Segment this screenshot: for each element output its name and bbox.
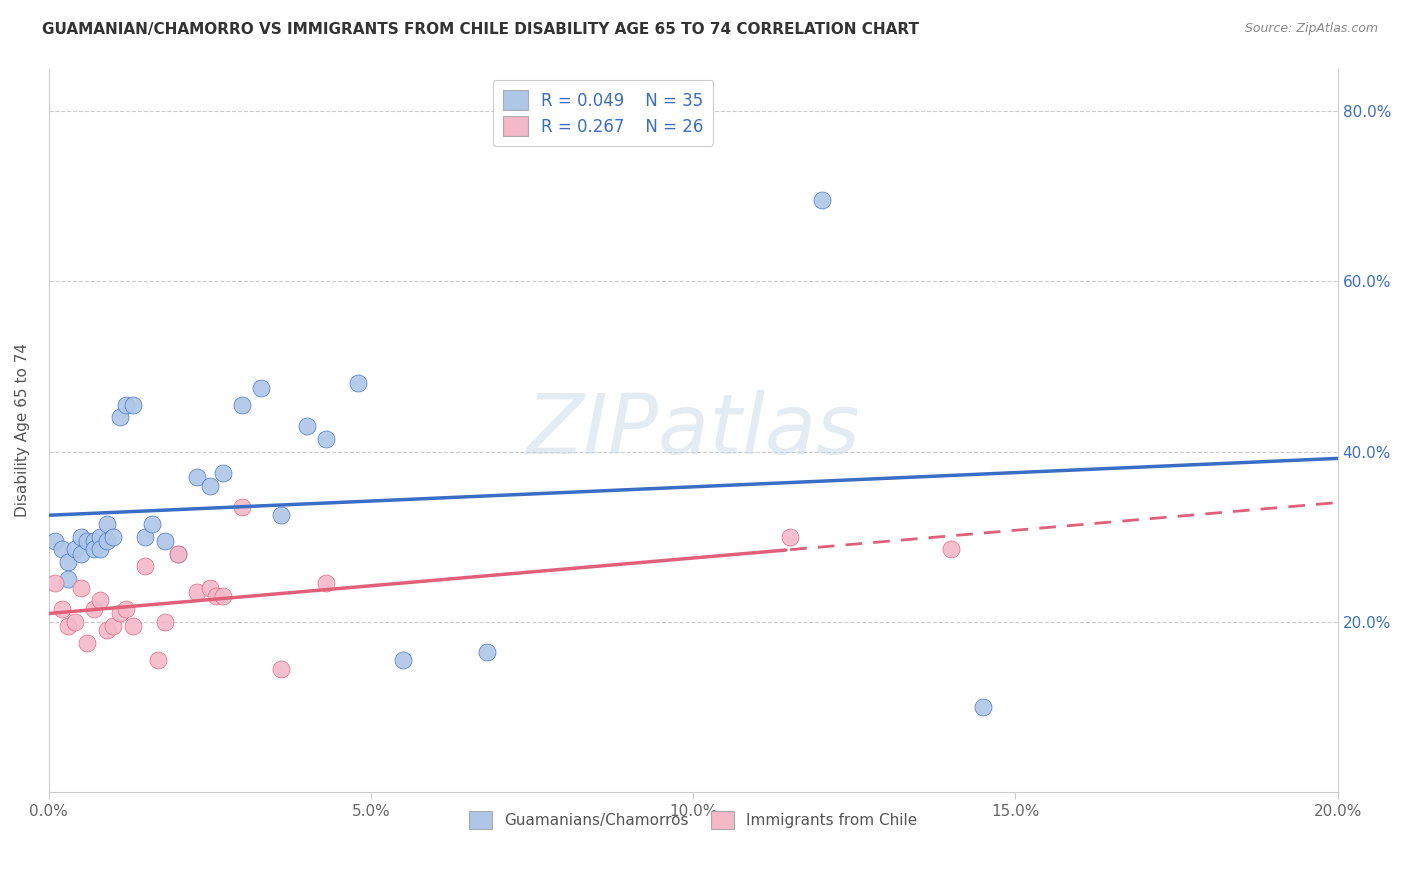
Point: [70, 581, 93, 595]
Point: [51, 542, 73, 557]
Point: [108, 606, 131, 620]
Point: [89, 542, 111, 557]
Point: [231, 500, 253, 514]
Point: [96, 624, 118, 638]
Point: [205, 589, 228, 603]
Point: [103, 530, 125, 544]
Point: [811, 194, 834, 208]
Point: [153, 615, 176, 629]
Point: [198, 478, 221, 492]
Point: [115, 602, 138, 616]
Point: [83, 602, 105, 616]
Point: [83, 533, 105, 548]
Point: [141, 516, 163, 531]
Point: [63, 542, 86, 557]
Point: [51, 602, 73, 616]
Point: [211, 589, 233, 603]
Text: Source: ZipAtlas.com: Source: ZipAtlas.com: [1244, 22, 1378, 36]
Point: [56, 555, 79, 569]
Point: [76, 533, 98, 548]
Point: [148, 653, 170, 667]
Point: [44, 576, 66, 591]
Point: [121, 619, 143, 633]
Point: [96, 533, 118, 548]
Point: [186, 585, 208, 599]
Point: [211, 466, 233, 480]
Point: [198, 581, 221, 595]
Point: [250, 381, 273, 395]
Point: [270, 508, 292, 523]
Point: [89, 530, 111, 544]
Point: [166, 547, 188, 561]
Point: [347, 376, 370, 391]
Point: [475, 644, 498, 658]
Point: [779, 530, 801, 544]
Point: [315, 432, 337, 446]
Point: [392, 653, 415, 667]
Point: [103, 619, 125, 633]
Point: [972, 699, 994, 714]
Point: [166, 547, 188, 561]
Point: [134, 559, 156, 574]
Point: [231, 398, 253, 412]
Point: [70, 547, 93, 561]
Point: [108, 410, 131, 425]
Point: [115, 398, 138, 412]
Point: [270, 661, 292, 675]
Point: [186, 470, 208, 484]
Text: GUAMANIAN/CHAMORRO VS IMMIGRANTS FROM CHILE DISABILITY AGE 65 TO 74 CORRELATION : GUAMANIAN/CHAMORRO VS IMMIGRANTS FROM CH…: [42, 22, 920, 37]
Point: [295, 419, 318, 434]
Legend: Guamanians/Chamorros, Immigrants from Chile: Guamanians/Chamorros, Immigrants from Ch…: [463, 805, 924, 835]
Point: [44, 533, 66, 548]
Point: [315, 576, 337, 591]
Point: [89, 593, 111, 607]
Point: [83, 542, 105, 557]
Point: [153, 533, 176, 548]
Y-axis label: Disability Age 65 to 74: Disability Age 65 to 74: [15, 343, 30, 517]
Text: ZIPatlas: ZIPatlas: [526, 390, 860, 471]
Point: [76, 636, 98, 650]
Point: [56, 619, 79, 633]
Point: [134, 530, 156, 544]
Point: [63, 615, 86, 629]
Point: [96, 516, 118, 531]
Point: [70, 530, 93, 544]
Point: [121, 398, 143, 412]
Point: [56, 572, 79, 586]
Point: [939, 542, 962, 557]
